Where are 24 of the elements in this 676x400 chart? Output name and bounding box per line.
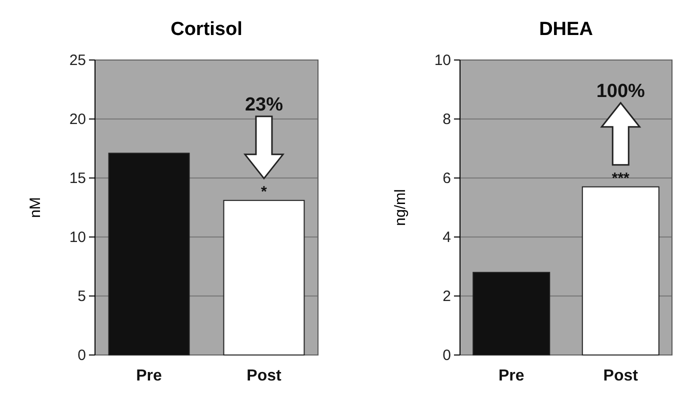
y-tick-label: 5: [78, 288, 86, 305]
y-axis-title: nM: [27, 197, 44, 218]
y-tick-label: 10: [434, 52, 451, 69]
y-tick-label: 25: [69, 52, 86, 69]
chart-title: Cortisol: [170, 19, 242, 40]
annotation: ***: [612, 170, 630, 187]
y-tick-label: 6: [442, 170, 451, 187]
y-tick-label: 10: [69, 228, 86, 246]
y-axis-title: ng/ml: [392, 189, 409, 226]
x-tick-label: Post: [603, 367, 639, 384]
y-tick-label: 0: [78, 346, 86, 364]
y-tick-label: 0: [442, 346, 451, 364]
y-tick-label: 2: [442, 288, 451, 305]
y-tick-label: 4: [442, 228, 451, 246]
y-tick-label: 15: [69, 170, 86, 187]
annotation: *: [261, 183, 268, 200]
x-tick-label: Pre: [498, 367, 524, 384]
annotation: 23%: [244, 94, 284, 116]
y-tick-label: 8: [442, 110, 451, 128]
x-tick-label: Post: [246, 367, 282, 384]
x-tick-label: Pre: [136, 367, 162, 384]
y-tick-label: 20: [69, 110, 86, 128]
annotation: 100%: [596, 80, 646, 102]
chart-title: DHEA: [539, 19, 594, 40]
